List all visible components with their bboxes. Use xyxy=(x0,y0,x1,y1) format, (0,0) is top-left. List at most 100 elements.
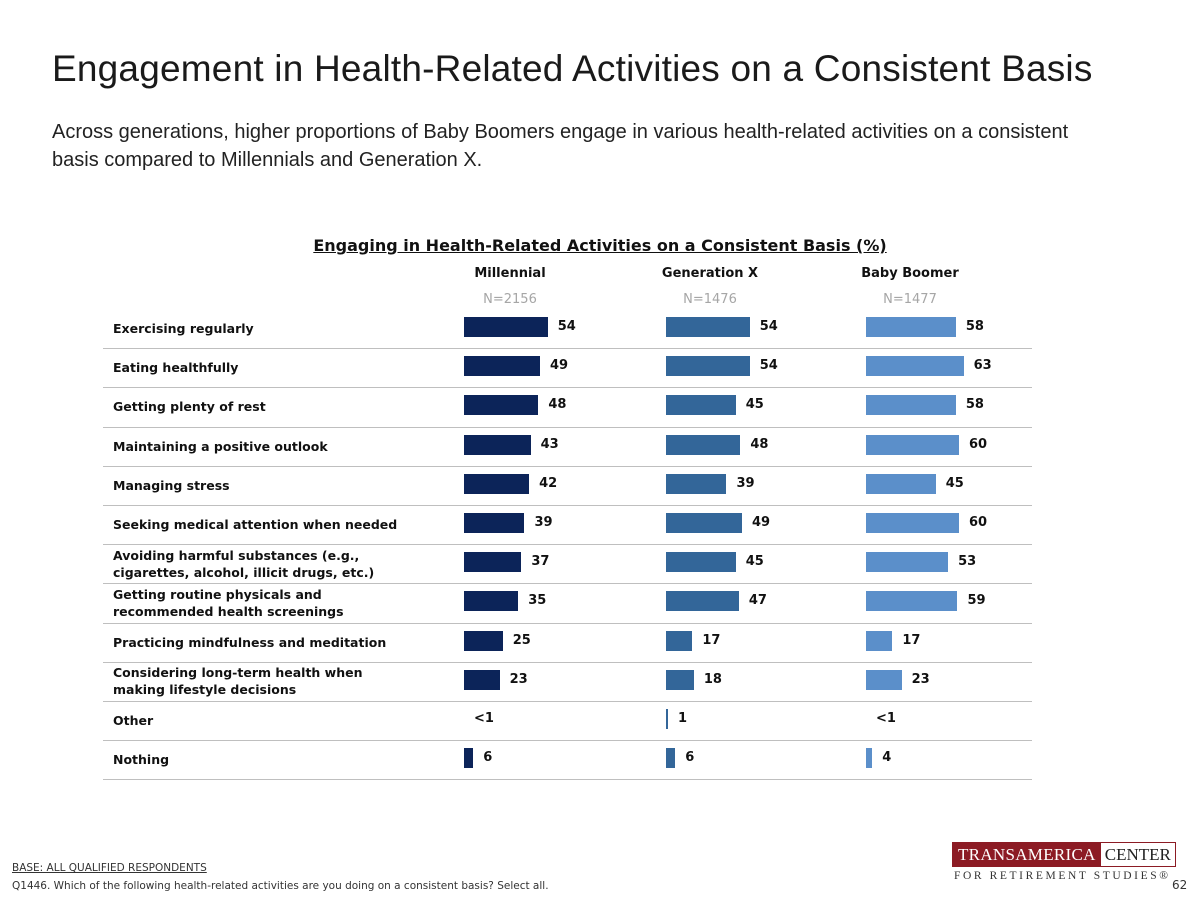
series-n-0: N=2156 xyxy=(483,292,537,307)
series-n-2: N=1477 xyxy=(883,292,937,307)
category-label: Other xyxy=(113,713,154,728)
bar-2 xyxy=(866,395,956,416)
bar-1 xyxy=(666,434,741,455)
row-divider xyxy=(103,544,1032,546)
data-label-2: 60 xyxy=(969,436,988,452)
data-label-2: 59 xyxy=(967,593,986,609)
data-label-1: 45 xyxy=(745,554,764,570)
data-label-0: 42 xyxy=(539,475,558,491)
data-label-1: 1 xyxy=(678,711,688,726)
data-label-2: 45 xyxy=(945,475,964,491)
data-label-0: 6 xyxy=(483,750,493,766)
data-label-2: 60 xyxy=(969,515,988,530)
bar-1 xyxy=(666,748,676,769)
bar-1 xyxy=(666,356,750,377)
bar-1 xyxy=(666,395,736,416)
category-label: Avoiding harmful substances (e.g., cigar… xyxy=(113,547,375,580)
transamerica-logo: TRANSAMERICA CENTER FOR RETIREMENT STUDI… xyxy=(952,842,1176,882)
page-title: Engagement in Health-Related Activities … xyxy=(52,48,1093,89)
bar-1 xyxy=(666,317,750,337)
data-label-0: 25 xyxy=(512,632,531,648)
data-label-0: 49 xyxy=(549,358,569,374)
row-divider xyxy=(103,348,1032,350)
row-divider xyxy=(103,661,1032,663)
base-note: BASE: ALL QUALIFIED RESPONDENTS xyxy=(12,862,207,874)
bar-0 xyxy=(464,669,500,690)
bar-2 xyxy=(866,473,936,494)
data-label-1: 49 xyxy=(751,515,771,530)
bar-2 xyxy=(866,630,893,651)
data-label-2: 58 xyxy=(965,397,984,413)
question-note: Q1446. Which of the following health-rel… xyxy=(12,880,549,892)
data-label-1: 39 xyxy=(736,475,755,491)
bar-0 xyxy=(464,317,548,337)
data-label-2: <1 xyxy=(876,711,896,726)
chart-row: Seeking medical attention when needed xyxy=(103,505,1032,544)
category-label: Seeking medical attention when needed xyxy=(113,517,398,532)
data-label-0: 23 xyxy=(509,671,528,687)
logo-tagline: FOR RETIREMENT STUDIES® xyxy=(954,870,1171,882)
bar-0 xyxy=(464,630,503,651)
data-label-1: 6 xyxy=(685,750,695,766)
bar-1 xyxy=(666,552,736,573)
row-divider xyxy=(103,701,1032,702)
data-label-0: 54 xyxy=(557,319,576,334)
page-subtitle: Across generations, higher proportions o… xyxy=(52,121,1069,171)
data-label-2: 63 xyxy=(973,358,992,374)
data-label-2: 23 xyxy=(911,671,930,687)
bar-0 xyxy=(464,395,539,416)
chart-title: Engaging in Health-Related Activities on… xyxy=(313,236,887,255)
bar-1 xyxy=(666,473,727,494)
bar-1 xyxy=(666,630,693,651)
category-label: Maintaining a positive outlook xyxy=(113,438,328,454)
data-label-0: 37 xyxy=(531,554,550,570)
row-divider xyxy=(103,779,1032,781)
bar-2 xyxy=(866,513,959,533)
data-label-1: 54 xyxy=(759,319,778,334)
category-label: Getting plenty of rest xyxy=(113,399,266,415)
row-divider xyxy=(103,387,1032,389)
data-label-2: 4 xyxy=(882,750,892,766)
series-header-2: Baby Boomer xyxy=(861,266,959,281)
chart-row: Other xyxy=(103,701,1032,740)
bar-2 xyxy=(866,748,873,769)
bar-0 xyxy=(464,356,540,377)
data-label-2: 53 xyxy=(958,554,977,570)
data-label-1: 48 xyxy=(750,436,769,452)
bar-2 xyxy=(866,317,956,337)
chart-row: Exercising regularly xyxy=(103,309,1032,348)
bar-2 xyxy=(866,434,959,455)
bar-0 xyxy=(464,748,474,769)
data-label-1: 18 xyxy=(703,671,722,687)
chart-row: Considering long-term health when making… xyxy=(103,662,1032,701)
row-divider xyxy=(103,426,1032,428)
chart-row: Nothing xyxy=(103,740,1032,779)
chart-row: Avoiding harmful substances (e.g., cigar… xyxy=(103,544,1032,583)
category-label: Practicing mindfulness and meditation xyxy=(113,634,387,650)
chart-row: Getting plenty of rest xyxy=(103,387,1032,426)
category-label: Nothing xyxy=(113,752,170,768)
bar-2 xyxy=(866,591,958,612)
data-label-1: 17 xyxy=(702,632,721,648)
bar-1 xyxy=(666,709,668,729)
row-divider xyxy=(103,622,1032,624)
chart-row: Managing stress xyxy=(103,466,1032,505)
data-label-0: <1 xyxy=(474,711,494,726)
row-divider xyxy=(103,583,1032,585)
data-label-2: 58 xyxy=(965,319,984,334)
category-label: Eating healthfully xyxy=(113,360,239,376)
series-header-1: Generation X xyxy=(661,266,759,281)
row-divider xyxy=(103,465,1032,467)
bar-2 xyxy=(866,552,949,573)
category-label: Managing stress xyxy=(113,477,230,493)
data-label-0: 39 xyxy=(534,515,553,530)
data-label-0: 43 xyxy=(540,436,559,452)
bar-1 xyxy=(666,669,694,690)
bar-1 xyxy=(666,513,742,533)
bar-2 xyxy=(866,356,964,377)
chart-row: Maintaining a positive outlook xyxy=(103,427,1032,466)
logo-brand-a: TRANSAMERICA xyxy=(953,843,1101,866)
row-divider xyxy=(103,740,1032,742)
series-header-0: Millennial xyxy=(474,266,546,281)
data-label-2: 17 xyxy=(902,632,921,648)
